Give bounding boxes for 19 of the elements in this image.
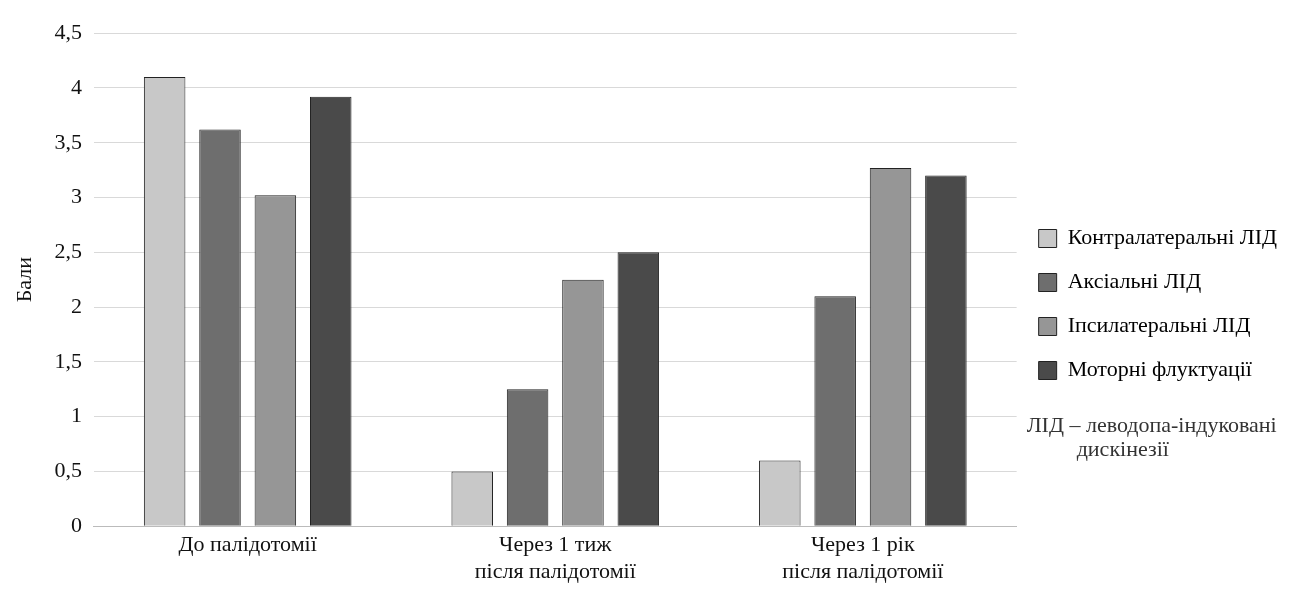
legend-label: Контралатеральні ЛІД	[1067, 224, 1277, 250]
y-tick-label: 1	[70, 402, 82, 428]
y-tick-label: 0	[70, 511, 82, 537]
x-tick-label: Через 1 рік після палідотомії	[782, 531, 945, 583]
x-tick-label: Через 1 тиж після палідотомії	[474, 531, 637, 583]
y-tick-label: 0,5	[54, 457, 82, 483]
y-tick-label: 4,5	[54, 18, 82, 44]
y-axis-title: Бали	[10, 256, 36, 303]
legend-label: Аксіальні ЛІД	[1067, 268, 1202, 294]
legend-label: Іпсилатеральні ЛІД	[1067, 312, 1251, 338]
text: ЛІД – леводопа-індуковані дискінезії	[1026, 412, 1277, 462]
legend-label: Моторні флуктуації	[1067, 356, 1253, 382]
x-tick-label: До палідотомії	[178, 531, 318, 557]
y-tick-label: 3	[70, 183, 82, 209]
y-tick-label: 1,5	[54, 347, 82, 373]
y-tick-label: 4	[70, 73, 82, 99]
y-tick-label: 3,5	[54, 128, 82, 154]
y-tick-label: 2,5	[54, 238, 82, 264]
y-tick-label: 2	[70, 292, 82, 318]
